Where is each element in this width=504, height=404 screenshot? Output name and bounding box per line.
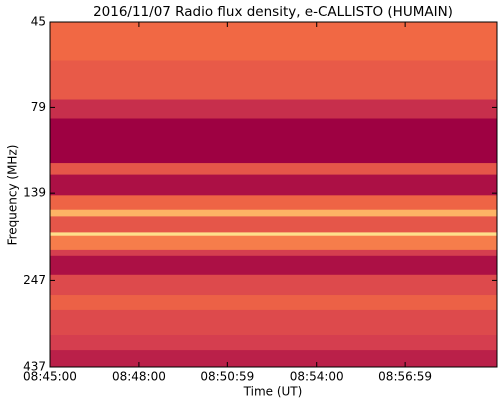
chart-title: 2016/11/07 Radio flux density, e-CALLIST… [93, 4, 453, 20]
heatmap-band [50, 309, 497, 336]
heatmap-band [50, 232, 497, 237]
x-axis-label: Time (UT) [243, 385, 303, 399]
x-tick-label: 08:50:59 [200, 370, 254, 384]
heatmap-band [50, 163, 497, 176]
heatmap-band [50, 350, 497, 368]
y-axis-label: Frequency (MHz) [6, 145, 20, 246]
y-tick-label: 437 [23, 360, 46, 374]
heatmap-band [50, 249, 497, 257]
x-tick-label: 08:54:00 [290, 370, 344, 384]
x-tick-label: 08:45:00 [23, 370, 77, 384]
x-tick-label: 08:56:59 [378, 370, 432, 384]
y-tick-label: 45 [31, 15, 46, 29]
y-tick-label: 139 [23, 186, 46, 200]
plot-frame [49, 21, 498, 368]
y-tick-label: 79 [31, 100, 46, 114]
heatmap-band [50, 209, 497, 217]
heatmap-band [50, 255, 497, 276]
heatmap-band [50, 335, 497, 351]
heatmap-band [50, 235, 497, 251]
heatmap-band [50, 60, 497, 101]
heatmap-band [50, 22, 497, 62]
y-tick-label: 247 [23, 273, 46, 287]
heatmap-band [50, 118, 497, 164]
heatmap-band [50, 216, 497, 233]
heatmap-band [50, 195, 497, 211]
heatmap-band [50, 274, 497, 296]
heatmap-band [50, 174, 497, 196]
heatmap-band [50, 295, 497, 311]
x-tick-label: 08:48:00 [112, 370, 166, 384]
heatmap-band [50, 99, 497, 120]
